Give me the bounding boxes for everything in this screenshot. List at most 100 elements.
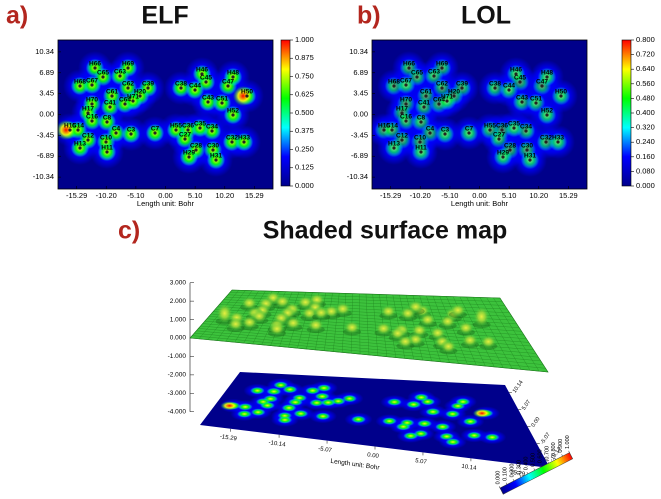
atom-label: C35 (508, 121, 520, 128)
colorbar-tick-label: 0.400 (523, 457, 529, 471)
colorbar-tick-label: 0.720 (636, 50, 655, 59)
x-tick-label: -10.20 (410, 191, 431, 200)
density-peak (233, 86, 253, 106)
atom-marker (78, 84, 82, 88)
atom-label: C27 (179, 132, 191, 139)
y-tick-label: 5.07 (521, 399, 532, 411)
atom-label: H48 (541, 70, 553, 77)
x-tick-label: 0.00 (472, 191, 487, 200)
atom-marker (118, 74, 122, 78)
atom-label: C32 (226, 135, 238, 142)
atom-label: C51 (530, 96, 542, 103)
atom-label: C65 (411, 70, 423, 77)
surface-peak (344, 320, 361, 334)
density-core (273, 381, 288, 389)
atom-marker (556, 140, 560, 144)
atom-marker (508, 148, 512, 152)
surface-peak (227, 317, 244, 331)
colorbar-tick-label: 0.600 (537, 449, 543, 463)
atom-marker (231, 113, 235, 117)
atom-marker (500, 128, 504, 132)
colorbar-tick-label: 0.640 (636, 64, 655, 73)
atom-label: C64 (433, 97, 445, 104)
colorbar-tick-label: 0.250 (295, 144, 314, 153)
surface-mesh (189, 289, 549, 373)
atom-label: C12 (82, 133, 94, 140)
z-tick-label: -2.000 (168, 372, 187, 379)
atom-label: H20 (134, 89, 146, 96)
atom-label: C63 (428, 69, 440, 76)
atom-label: C64 (119, 97, 131, 104)
atom-marker (226, 84, 230, 88)
atom-marker (198, 126, 202, 130)
atom-marker (437, 102, 441, 106)
atom-label: C14 (72, 123, 84, 130)
colorbar-tick-label: 0.800 (636, 35, 655, 44)
atom-marker (400, 111, 404, 115)
x-tick-label: -5.07 (318, 446, 333, 454)
y-tick-label: -3.45 (37, 130, 54, 139)
x-tick-label: 10.20 (215, 191, 234, 200)
panel-label: a) (6, 2, 28, 30)
y-tick-label: -10.34 (347, 172, 368, 181)
density-core (455, 398, 470, 406)
atom-label: H33 (238, 135, 250, 142)
atom-label: H17 (82, 106, 94, 113)
colorbar-tick-label: 0.000 (496, 471, 502, 485)
density-core (382, 417, 397, 425)
atom-label: C4 (112, 126, 121, 133)
density-core (342, 395, 357, 403)
atom-marker (104, 140, 108, 144)
surface-peak (399, 306, 416, 320)
atom-label: C44 (189, 83, 201, 90)
atom-marker (382, 128, 386, 132)
atom-marker (138, 94, 142, 98)
x-tick-label: -15.29 (380, 191, 401, 200)
density-core (439, 432, 454, 440)
colorbar-tick (547, 461, 549, 464)
atom-marker (220, 101, 224, 105)
atom-label: H52 (541, 108, 553, 115)
atom-label: H15 (64, 123, 76, 130)
atom-label: C10 (100, 135, 112, 142)
colorbar-tick-label: 0.400 (636, 108, 655, 117)
x-tick-label: 5.10 (188, 191, 203, 200)
atom-marker (390, 128, 394, 132)
y-tick-label: 10.34 (35, 47, 54, 56)
colorbar-tick (498, 486, 501, 489)
atom-label: C67 (86, 78, 98, 85)
atom-marker (545, 75, 549, 79)
atom-label: C63 (114, 69, 126, 76)
atom-marker (245, 94, 249, 98)
surface-peak (285, 316, 302, 330)
y-tick-label: -3.45 (351, 130, 368, 139)
atom-marker (90, 83, 94, 87)
atom-label: H66 (89, 61, 101, 68)
atom-marker (131, 99, 135, 103)
atom-label: C3 (441, 127, 450, 134)
density-core (250, 387, 265, 395)
density-core (277, 416, 292, 424)
atom-marker (105, 120, 109, 124)
atom-marker (86, 111, 90, 115)
x-axis-title: Length unit: Bohr (330, 458, 381, 472)
colorbar-tick (554, 457, 556, 460)
panel-title: ELF (141, 2, 188, 30)
atom-label: H70 (400, 97, 412, 104)
density-core (309, 399, 324, 407)
surface-peak (397, 335, 414, 349)
x-tick-label: -15.29 (66, 191, 87, 200)
atom-label: C34 (520, 124, 532, 131)
atom-label: C45 (514, 75, 526, 82)
atom-label: C38 (489, 81, 501, 88)
surface-peak (268, 322, 285, 336)
colorbar-tick (533, 468, 535, 471)
density-core (445, 438, 460, 446)
atom-label: C28 (190, 143, 202, 150)
atom-marker (452, 94, 456, 98)
atom-marker (210, 129, 214, 133)
atom-marker (187, 155, 191, 159)
atom-label: C36 (182, 123, 194, 130)
density-core (463, 418, 478, 426)
atom-marker (467, 131, 471, 135)
